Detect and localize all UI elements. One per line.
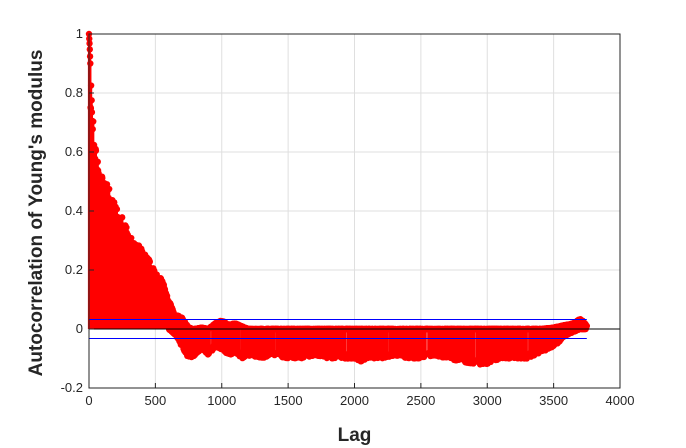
acf-marker — [583, 322, 591, 330]
acf-marker — [87, 82, 95, 89]
acf-marker — [86, 46, 93, 53]
acf-marker — [90, 189, 97, 197]
acf-marker — [99, 174, 106, 182]
acf-marker — [134, 272, 142, 279]
acf-marker — [90, 118, 97, 125]
x-tick-label: 3000 — [473, 393, 502, 408]
x-tick-label: 4000 — [606, 393, 635, 408]
x-tick-label: 2500 — [406, 393, 435, 408]
acf-marker — [113, 237, 121, 244]
y-axis-label: Autocorrelation of Young's modulus — [26, 50, 47, 377]
acf-marker — [102, 211, 109, 219]
x-tick-label: 3500 — [539, 393, 568, 408]
acf-marker — [88, 109, 96, 116]
acf-marker — [134, 264, 141, 271]
acf-marker — [87, 60, 94, 67]
acf-marker — [118, 214, 126, 221]
x-axis-label: Lag — [338, 425, 372, 446]
acf-marker — [105, 185, 113, 193]
acf-marker — [155, 291, 162, 299]
acf-marker — [128, 234, 135, 242]
acf-marker — [92, 147, 100, 154]
y-tick-label: 1 — [76, 26, 83, 41]
y-tick-label: 0 — [76, 321, 83, 336]
acf-marker — [86, 53, 94, 60]
acf-marker — [91, 184, 99, 191]
acf-marker — [96, 211, 104, 219]
acf-marker — [94, 158, 101, 166]
x-tick-label: 500 — [145, 393, 167, 408]
x-tick-label: 1500 — [274, 393, 303, 408]
acf-marker — [86, 40, 93, 47]
acf-marker — [123, 224, 130, 231]
y-tick-label: 0.8 — [65, 85, 83, 100]
y-tick-label: -0.2 — [61, 380, 83, 395]
acf-marker — [146, 258, 153, 265]
acf-marker — [96, 227, 103, 234]
y-axis-ticks: -0.2 0 0.2 0.4 0.6 0.8 1 — [61, 26, 94, 395]
y-tick-label: 0.2 — [65, 262, 83, 277]
x-axis-ticks: 0 500 1000 1500 2000 2500 3000 3500 4000 — [85, 383, 634, 408]
y-tick-label: 0.4 — [65, 203, 83, 218]
acf-marker — [113, 205, 121, 213]
x-tick-label: 0 — [85, 393, 92, 408]
acf-marker — [105, 219, 112, 226]
x-tick-label: 1000 — [207, 393, 236, 408]
acf-marker — [101, 225, 108, 233]
acf-marker — [88, 97, 95, 104]
acf-marker — [107, 237, 115, 244]
acf-marker — [89, 125, 96, 133]
x-tick-label: 2000 — [340, 393, 369, 408]
y-tick-label: 0.6 — [65, 144, 83, 159]
